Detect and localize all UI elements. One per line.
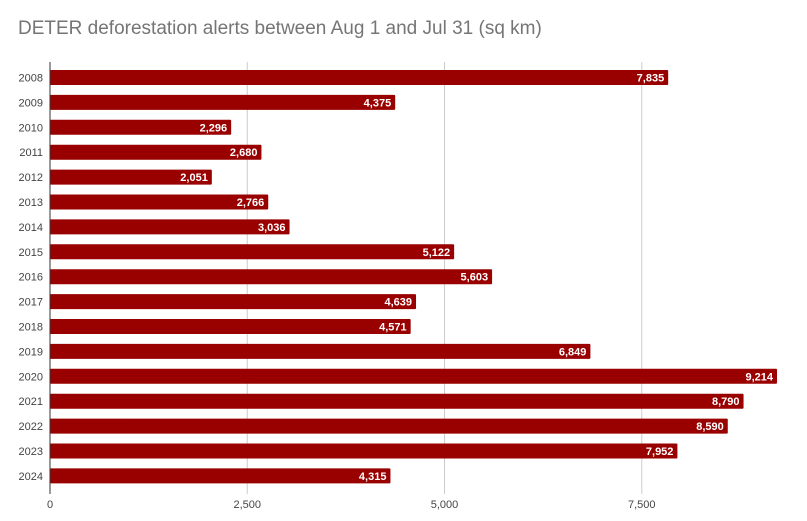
bar-value-label: 2,766 [237, 197, 265, 209]
bar [50, 269, 493, 285]
bar [50, 169, 212, 185]
bar-value-label: 7,835 [637, 73, 665, 85]
category-label: 2018 [19, 322, 43, 334]
bar-value-label: 4,571 [379, 322, 407, 334]
category-label: 2022 [19, 421, 43, 433]
category-label: 2015 [19, 247, 43, 259]
category-label: 2008 [19, 73, 43, 85]
bar [50, 393, 744, 409]
bar [50, 343, 591, 359]
bar-value-label: 5,603 [461, 272, 489, 284]
bar-value-label: 2,296 [200, 122, 228, 134]
bar-value-label: 2,051 [180, 172, 208, 184]
bar [50, 94, 396, 110]
chart-title: DETER deforestation alerts between Aug 1… [18, 18, 542, 39]
bar [50, 144, 262, 160]
bar [50, 418, 728, 434]
category-label: 2023 [19, 446, 43, 458]
bar-value-label: 7,952 [646, 446, 674, 458]
bar [50, 70, 669, 85]
bar-value-label: 3,036 [258, 222, 286, 234]
x-tick-label: 7,500 [628, 499, 656, 511]
bar [50, 294, 417, 310]
x-tick-label: 2,500 [233, 499, 261, 511]
bar-value-label: 8,790 [712, 396, 740, 408]
bar-value-label: 4,375 [364, 97, 392, 109]
category-label: 2021 [19, 396, 43, 408]
bar [50, 443, 678, 459]
category-label: 2009 [19, 97, 43, 109]
category-label: 2017 [19, 297, 43, 309]
category-label: 2012 [19, 172, 43, 184]
category-label: 2013 [19, 197, 43, 209]
bar-value-label: 4,639 [384, 297, 412, 309]
bar [50, 219, 290, 235]
category-label: 2010 [19, 122, 43, 134]
category-label: 2024 [19, 471, 43, 483]
bar-value-label: 5,122 [423, 247, 451, 259]
x-tick-labels: 0 2,500 5,000 7,500 [47, 499, 656, 511]
bar [50, 319, 411, 334]
category-label: 2011 [19, 147, 43, 159]
bar [50, 119, 232, 135]
bar-value-label: 8,590 [696, 421, 724, 433]
bar [50, 468, 391, 484]
x-tick-label: 0 [47, 499, 53, 511]
category-labels: 2008 2009 2010 2011 2012 2013 2014 2015 2016 2017… [19, 73, 43, 483]
bar [50, 244, 455, 260]
bar-value-label: 9,214 [745, 371, 773, 383]
category-label: 2014 [19, 222, 43, 234]
bar-value-label: 6,849 [559, 346, 587, 358]
bar-value-label: 2,680 [230, 147, 258, 159]
bar [50, 194, 269, 210]
bar-value-label: 4,315 [359, 471, 387, 483]
category-label: 2019 [19, 346, 43, 358]
x-tick-label: 5,000 [431, 499, 459, 511]
bar [50, 368, 777, 384]
category-label: 2016 [19, 272, 43, 284]
category-label: 2020 [19, 371, 43, 383]
bars: 7,835 4,375 2,296 2,680 2,051 2,766 3,036 5,122… [50, 70, 777, 484]
